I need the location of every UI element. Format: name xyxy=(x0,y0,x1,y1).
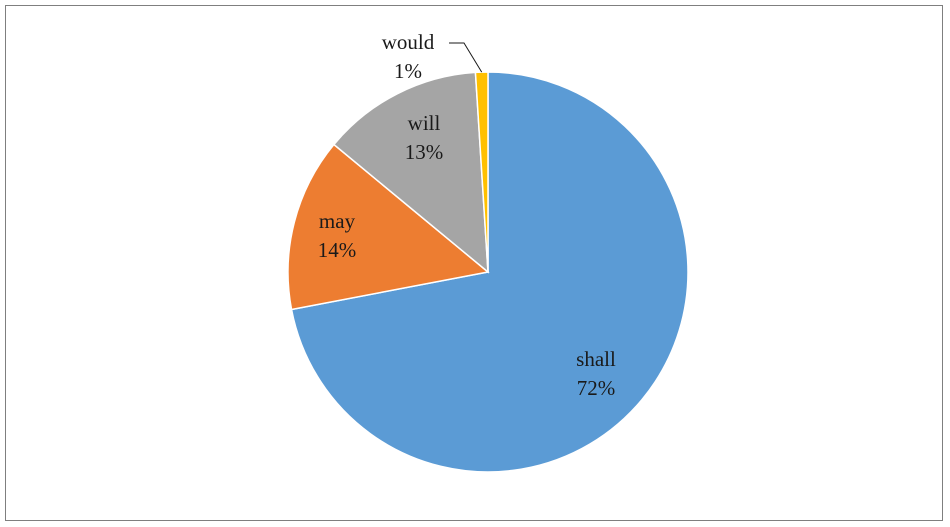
data-label-may-name: may xyxy=(319,209,356,233)
pie-slice-would xyxy=(474,71,489,273)
pie-slice-shall xyxy=(290,71,689,473)
data-label-would-percent: 1% xyxy=(394,59,422,83)
data-label-shall-percent: 72% xyxy=(577,376,616,400)
data-label-would-name: would xyxy=(382,30,435,54)
data-label-shall-name: shall xyxy=(576,347,616,371)
pie-slice-may xyxy=(287,143,490,311)
data-label-will-percent: 13% xyxy=(405,140,444,164)
data-label-may-percent: 14% xyxy=(318,238,357,262)
leader-line-would xyxy=(449,42,483,73)
data-label-will-name: will xyxy=(408,111,441,135)
pie-slice-will xyxy=(332,71,489,274)
